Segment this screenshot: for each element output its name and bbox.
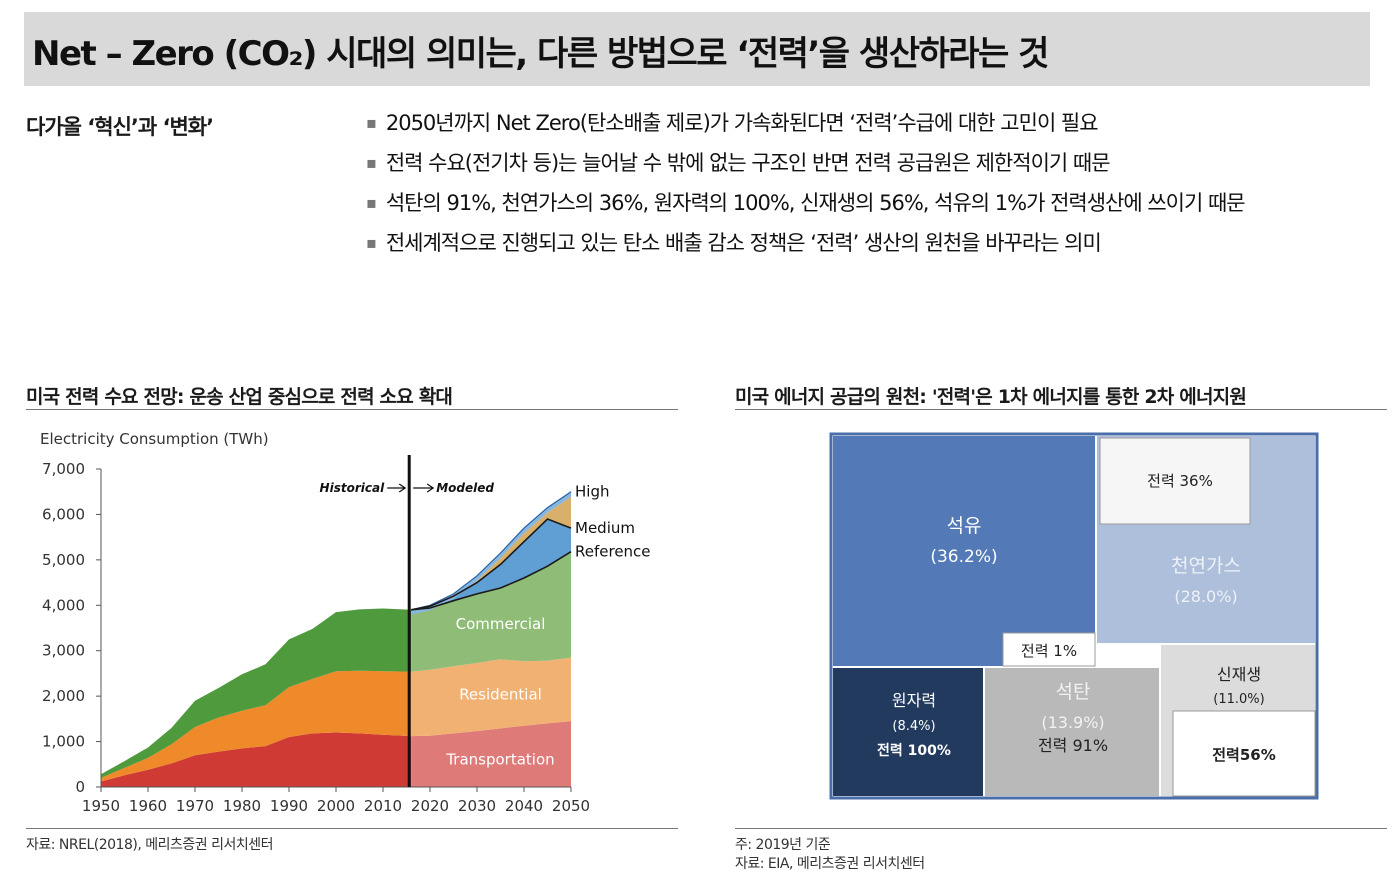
- commercial-area-label: Commercial: [456, 615, 546, 633]
- renewable-electric-box: [1172, 710, 1316, 797]
- right-note: 주: 2019년 기준: [735, 837, 831, 853]
- transportation-area-historical: [101, 732, 412, 787]
- nuclear-electric-label: 전력 100%: [877, 742, 951, 759]
- chart-areas: [101, 491, 571, 787]
- x-tick-label: 1980: [223, 797, 261, 815]
- x-tick-label: 2010: [364, 797, 402, 815]
- oil-share: (36.2%): [930, 547, 997, 567]
- modeled-arrow: [413, 483, 435, 493]
- reference-scenario-line: [411, 551, 572, 611]
- y-tick-label: 5,000: [42, 551, 85, 569]
- coal-share: (13.9%): [1041, 713, 1104, 732]
- oil-electric-box: [1002, 632, 1096, 667]
- high-line-label: High: [575, 483, 609, 501]
- left-source: 자료: NREL(2018), 메리츠증권 리서치센터: [26, 837, 273, 853]
- gas-label: 천연가스: [1171, 555, 1241, 577]
- residential-area-historical: [101, 670, 412, 782]
- residential-area-modeled: [411, 657, 571, 737]
- bullet-item: 전세계적으로 진행되고 있는 탄소 배출 감소 정책은 ‘전력’ 생산의 원천을…: [366, 224, 1245, 264]
- x-tick-label: 1960: [129, 797, 167, 815]
- y-tick-label: 4,000: [42, 596, 85, 614]
- left-title-rule: [26, 409, 678, 410]
- y-tick-label: 1,000: [42, 733, 85, 751]
- transportation-area-label: Transportation: [445, 750, 554, 768]
- left-source-rule: [26, 828, 678, 829]
- historical-label: Historical: [320, 481, 386, 495]
- y-tick-label: 2,000: [42, 687, 85, 705]
- gas-electric-box: [1099, 437, 1251, 525]
- x-tick-label: 2040: [505, 797, 543, 815]
- bullet-item: 2050년까지 Net Zero(탄소배출 제로)가 가속화된다면 ‘전력’수급…: [366, 104, 1245, 144]
- left-section-title: 미국 전력 수요 전망: 운송 산업 중심으로 전력 소요 확대: [26, 386, 453, 408]
- renewable-label: 신재생: [1217, 665, 1261, 684]
- x-tick-label: 2030: [458, 797, 496, 815]
- modeled-label: Modeled: [436, 481, 494, 495]
- x-tick-label: 1970: [176, 797, 214, 815]
- renewable-share: (11.0%): [1213, 692, 1264, 707]
- bullet-item: 전력 수요(전기차 등)는 늘어날 수 밖에 없는 구조인 반면 전력 공급원은…: [366, 144, 1245, 184]
- historical-arrow: [387, 483, 407, 493]
- y-tick-label: 3,000: [42, 642, 85, 660]
- nuclear-block: [833, 668, 983, 796]
- intro-bullets: 2050년까지 Net Zero(탄소배출 제로)가 가속화된다면 ‘전력’수급…: [366, 104, 1246, 264]
- gas-electric-label: 전력 36%: [1147, 472, 1213, 490]
- nuclear-label: 원자력: [892, 691, 936, 710]
- commercial-area-modeled: [411, 551, 571, 672]
- high-scenario-line: [411, 491, 572, 611]
- x-tick-label: 1990: [270, 797, 308, 815]
- oil-block: [833, 436, 1095, 666]
- coal-label: 석탄: [1056, 681, 1091, 703]
- right-section-title: 미국 에너지 공급의 원천: '전력'은 1차 에너지를 통한 2차 에너지원: [735, 386, 1247, 408]
- residential-area-label: Residential: [459, 686, 542, 704]
- right-title-rule: [735, 409, 1387, 410]
- commercial-area-historical: [101, 608, 412, 778]
- gas-share: (28.0%): [1174, 587, 1237, 606]
- reference-line-label: Reference: [575, 543, 651, 561]
- x-tick-label: 2020: [411, 797, 449, 815]
- nuclear-share: (8.4%): [892, 719, 935, 734]
- transportation-area-modeled: [411, 721, 571, 787]
- right-source-rule: [735, 828, 1387, 829]
- oil-electric-label: 전력 1%: [1021, 642, 1077, 660]
- y-tick-label: 6,000: [42, 505, 85, 523]
- right-source: 자료: EIA, 메리츠증권 리서치센터: [735, 856, 925, 872]
- x-tick-label: 2050: [552, 797, 590, 815]
- renewable-electric-label: 전력56%: [1212, 746, 1276, 764]
- x-tick-label: 1950: [82, 797, 120, 815]
- reference-medium-band: [411, 519, 571, 610]
- chart-labels: Historical Modeled Commercial Residential Tr…: [320, 481, 651, 768]
- chart-axes: 0 1,000 2,000 3,000 4,000 5,000 6,000 7,000 1950…: [42, 455, 590, 815]
- corner-mark: [1372, 22, 1395, 66]
- medium-line-label: Medium: [575, 519, 635, 537]
- page-title: Net – Zero (CO₂) 시대의 의미는, 다른 방법으로 ‘전력’을 …: [32, 34, 1049, 74]
- energy-supply-treemap: 석유 (36.2%) 전력 1% 전력 36% 천연가스 (28.0%) 원자력…: [829, 432, 1319, 800]
- coal-electric-label: 전력 91%: [1038, 736, 1108, 755]
- y-tick-label: 0: [75, 778, 85, 796]
- y-axis-label: Electricity Consumption (TWh): [40, 430, 269, 448]
- y-tick-label: 7,000: [42, 460, 85, 478]
- x-tick-label: 2000: [317, 797, 355, 815]
- oil-label: 석유: [947, 515, 982, 537]
- title-bar: Net – Zero (CO₂) 시대의 의미는, 다른 방법으로 ‘전력’을 …: [24, 12, 1370, 86]
- bullet-item: 석탄의 91%, 천연가스의 36%, 원자력의 100%, 신재생의 56%,…: [366, 184, 1246, 224]
- chart-scenario-lines: [411, 491, 572, 611]
- coal-block: [985, 668, 1159, 796]
- electricity-demand-chart: Electricity Consumption (TWh) 0 1,000 2,00…: [40, 430, 651, 815]
- intro-caption: 다가올 ‘혁신’과 ‘변화’: [26, 115, 214, 139]
- medium-band: [411, 496, 571, 615]
- medium-scenario-line: [411, 518, 572, 611]
